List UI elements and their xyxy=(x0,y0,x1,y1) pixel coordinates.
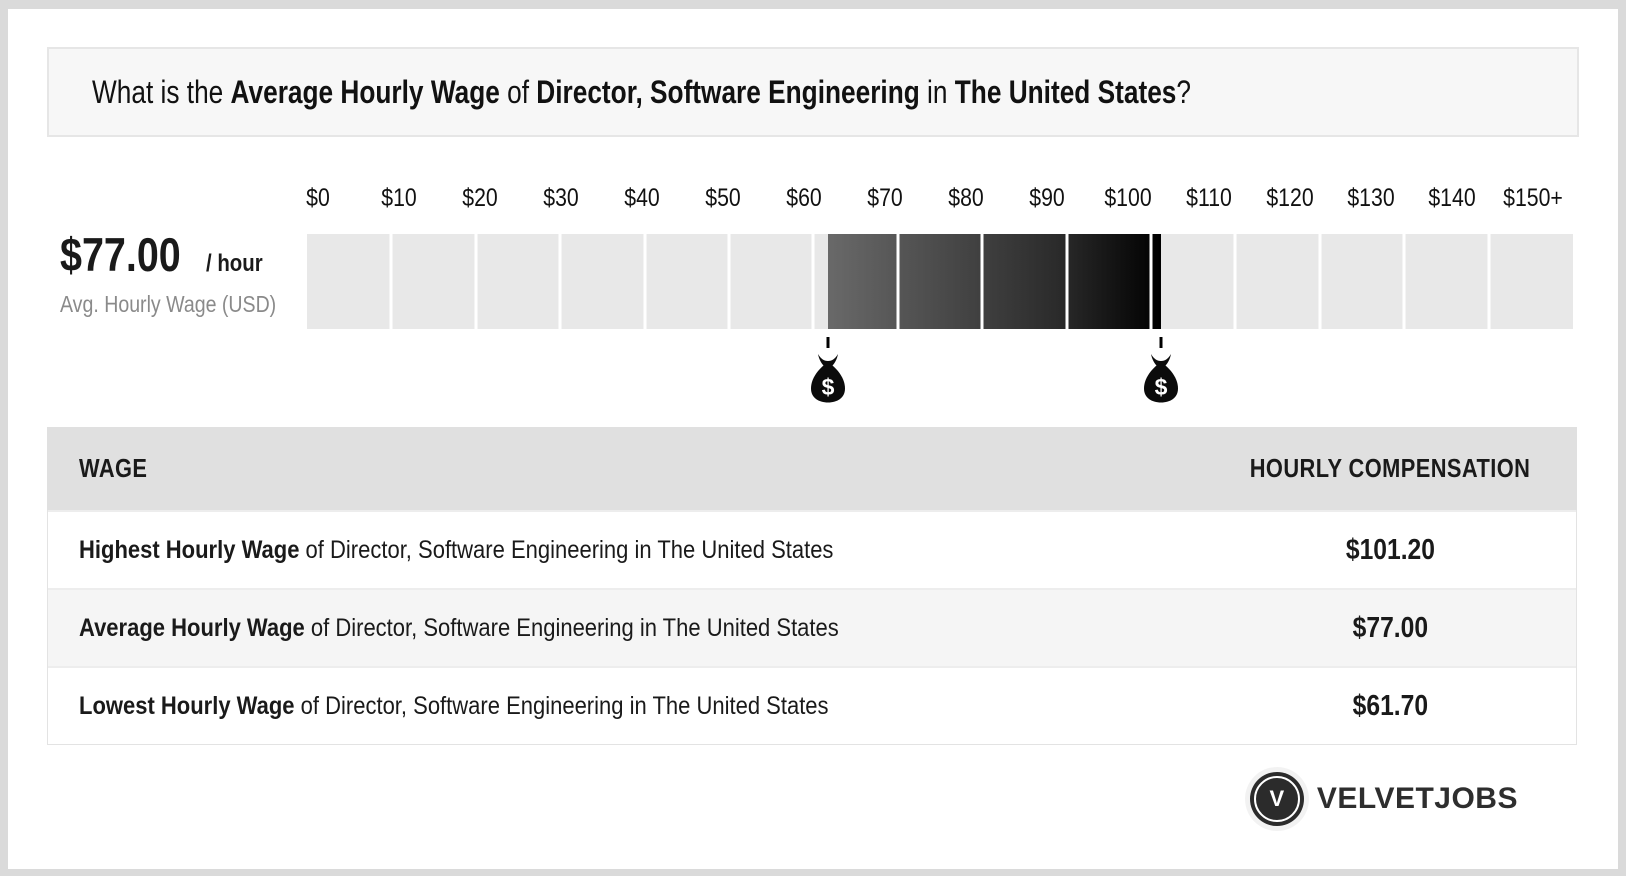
compensation-column-header: HOURLY COMPENSATION xyxy=(1204,453,1576,484)
money-bag-icon: $ xyxy=(1141,353,1181,408)
axis-tick-label: $150+ xyxy=(1503,184,1563,212)
average-wage-value: $77.00 xyxy=(60,228,181,281)
axis-tick-label: $110 xyxy=(1186,184,1232,212)
row-value: $77.00 xyxy=(1352,611,1428,644)
axis-tick-label: $100 xyxy=(1104,184,1152,212)
segment-gap xyxy=(389,234,393,329)
segment-gap xyxy=(1149,234,1153,329)
svg-text:$: $ xyxy=(1155,374,1168,400)
wage-range-highlight xyxy=(827,234,1162,329)
segment-gap xyxy=(980,234,984,329)
table-row-lowest: Lowest Hourly Wage of Director, Software… xyxy=(48,666,1576,744)
average-wage-unit: / hour xyxy=(205,250,263,277)
infographic-card: What is the Average Hourly Wage of Direc… xyxy=(8,9,1618,869)
title-segment: in xyxy=(919,73,955,110)
axis-tick-label: $130 xyxy=(1347,184,1395,212)
axis-tick-label: $120 xyxy=(1266,184,1314,212)
title-segment: Director, Software Engineering xyxy=(536,73,920,110)
compensation-column-header-label: HOURLY COMPENSATION xyxy=(1249,453,1531,483)
segment-gap xyxy=(1402,234,1406,329)
table-row-average: Average Hourly Wage of Director, Softwar… xyxy=(48,588,1576,666)
axis-tick-label: $70 xyxy=(867,184,903,212)
average-wage-value-line: $77.00 / hour xyxy=(60,227,310,282)
row-value: $61.70 xyxy=(1352,689,1428,722)
title-segment: The United States xyxy=(954,73,1177,110)
wage-table-header-row: WAGE HOURLY COMPENSATION xyxy=(47,427,1577,510)
row-value-cell: $77.00 xyxy=(1204,612,1576,645)
axis-tick-label: $30 xyxy=(543,184,579,212)
axis-tick-label: $60 xyxy=(786,184,822,212)
row-label-cell: Lowest Hourly Wage of Director, Software… xyxy=(48,692,1204,721)
page-title: What is the Average Hourly Wage of Direc… xyxy=(49,74,1432,111)
segment-gap xyxy=(1065,234,1069,329)
money-bag-icon: $ xyxy=(808,353,848,408)
axis-tick-label: $50 xyxy=(705,184,741,212)
row-label-rest: of Director, Software Engineering in The… xyxy=(299,535,834,564)
wage-table: WAGE HOURLY COMPENSATION Highest Hourly … xyxy=(47,427,1577,745)
wage-axis-labels: $0 $10 $20 $30 $40 $50 $60 $70 $80 $90 $100 $110 $12… xyxy=(306,183,1573,213)
axis-tick-label: $10 xyxy=(381,184,417,212)
axis-tick-label: $40 xyxy=(624,184,660,212)
row-label-cell: Highest Hourly Wage of Director, Softwar… xyxy=(48,536,1204,565)
axis-tick-label: $80 xyxy=(948,184,984,212)
row-label-bold: Highest Hourly Wage xyxy=(79,535,300,564)
question-header: What is the Average Hourly Wage of Direc… xyxy=(47,47,1579,137)
row-value: $101.20 xyxy=(1345,533,1435,566)
svg-text:$: $ xyxy=(821,374,834,400)
row-label-bold: Lowest Hourly Wage xyxy=(79,691,295,720)
table-row-highest: Highest Hourly Wage of Director, Softwar… xyxy=(48,510,1576,588)
axis-tick-label: $140 xyxy=(1428,184,1476,212)
title-segment: of xyxy=(499,73,537,110)
segment-gap xyxy=(1487,234,1491,329)
segment-gap xyxy=(558,234,562,329)
segment-gap xyxy=(896,234,900,329)
wage-column-header: WAGE xyxy=(48,453,1204,484)
marker-tick xyxy=(826,337,830,348)
average-wage-caption: Avg. Hourly Wage (USD) xyxy=(60,291,277,317)
axis-tick-label: $0 xyxy=(306,184,330,212)
segment-gap xyxy=(474,234,478,329)
segment-gap xyxy=(643,234,647,329)
row-label: Average Hourly Wage of Director, Softwar… xyxy=(79,614,839,643)
logo-monogram-letter: V xyxy=(1269,786,1285,811)
row-value-cell: $101.20 xyxy=(1204,534,1576,567)
axis-tick-label: $20 xyxy=(462,184,498,212)
title-segment: Average Hourly Wage xyxy=(230,73,500,110)
row-label-rest: of Director, Software Engineering in The… xyxy=(304,613,839,642)
wage-column-header-label: WAGE xyxy=(79,453,148,483)
average-wage-stat: $77.00 / hour Avg. Hourly Wage (USD) xyxy=(60,227,310,318)
segment-gap xyxy=(811,234,815,329)
title-segment: ? xyxy=(1176,73,1191,110)
marker-tick xyxy=(1159,337,1163,348)
segment-gap xyxy=(1318,234,1322,329)
row-label-rest: of Director, Software Engineering in The… xyxy=(294,691,829,720)
segment-gap xyxy=(727,234,731,329)
row-label: Highest Hourly Wage of Director, Softwar… xyxy=(79,536,833,565)
axis-tick-label: $90 xyxy=(1029,184,1065,212)
row-label-cell: Average Hourly Wage of Director, Softwar… xyxy=(48,614,1204,643)
row-value-cell: $61.70 xyxy=(1204,690,1576,723)
velvetjobs-monogram-icon: V xyxy=(1249,772,1304,826)
logo-wordmark: VELVETJOBS xyxy=(1316,782,1518,815)
row-label: Lowest Hourly Wage of Director, Software… xyxy=(79,692,829,721)
title-segment: What is the xyxy=(92,73,231,110)
wage-bar-track: $ $ xyxy=(307,234,1573,403)
velvetjobs-logo: V VELVETJOBS xyxy=(1249,772,1518,826)
segment-gap xyxy=(1233,234,1237,329)
row-label-bold: Average Hourly Wage xyxy=(79,613,305,642)
